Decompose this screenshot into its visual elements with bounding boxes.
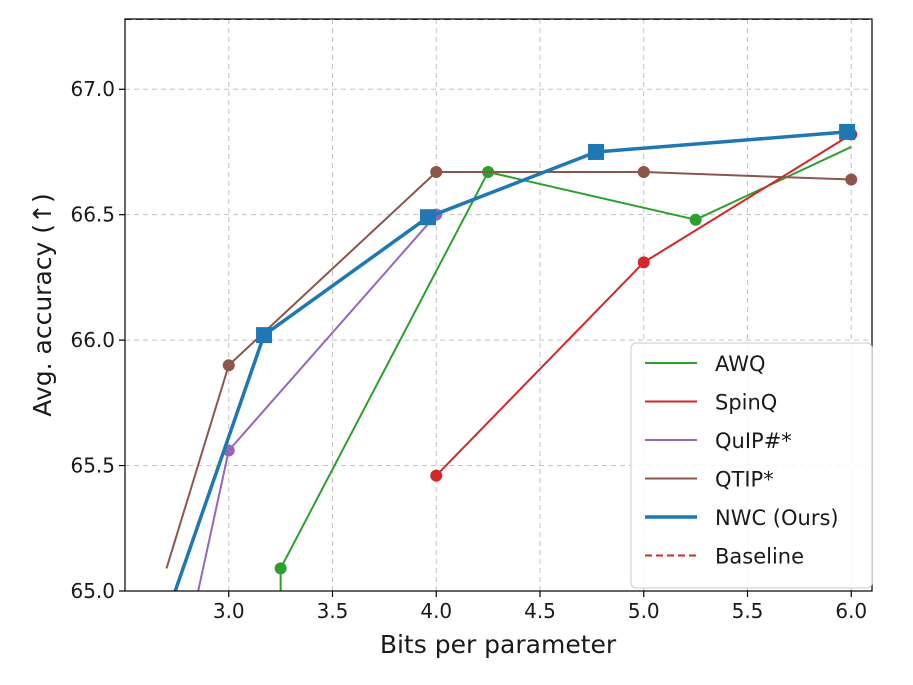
nwc-ours-point [256,327,273,344]
nwc-ours-point [588,143,605,160]
y-tick-label: 65.0 [70,579,115,603]
x-tick-label: 4.0 [420,599,452,623]
quip-line [197,214,438,591]
legend-box [630,342,873,589]
qtip-point [430,166,443,179]
y-axis-label: Avg. accuracy (↑) [28,193,57,416]
x-tick-label: 3.5 [317,599,349,623]
y-tick-label: 65.5 [70,454,115,478]
nwc-ours-point [839,123,856,140]
legend: AWQ SpinQ QuIP#* QTIP* NWC (Ours) Baseline [630,342,873,589]
legend-label: QuIP#* [715,429,792,453]
x-tick-label: 4.5 [524,599,556,623]
awq-point [274,562,287,575]
legend-label: QTIP* [715,468,774,492]
x-tick-label: 3.0 [213,599,245,623]
y-tick-label: 66.5 [70,203,115,227]
plot-frame [124,18,873,592]
qtip-point [637,166,650,179]
axis-ticks: 3.0 3.5 4.0 4.5 5.0 5.5 6.0 65.0 65.5 66.0 66.5 67.… [70,77,867,623]
nwc-ours-point [419,209,436,226]
series-layer [125,19,872,591]
x-tick-label: 6.0 [835,599,867,623]
legend-label: SpinQ [715,391,777,415]
spinq-point [430,469,443,482]
x-tick-label: 5.5 [732,599,764,623]
y-tick-label: 67.0 [70,77,115,101]
awq-point [689,213,702,226]
legend-label: NWC (Ours) [715,506,839,530]
qtip-point [222,359,235,372]
x-axis-label: Bits per parameter [380,630,617,659]
x-tick-label: 5.0 [628,599,660,623]
legend-label: Baseline [715,545,804,569]
qtip-point [845,173,858,186]
spinq-point [637,256,650,269]
legend-label: AWQ [715,352,766,376]
y-tick-label: 66.0 [70,328,115,352]
